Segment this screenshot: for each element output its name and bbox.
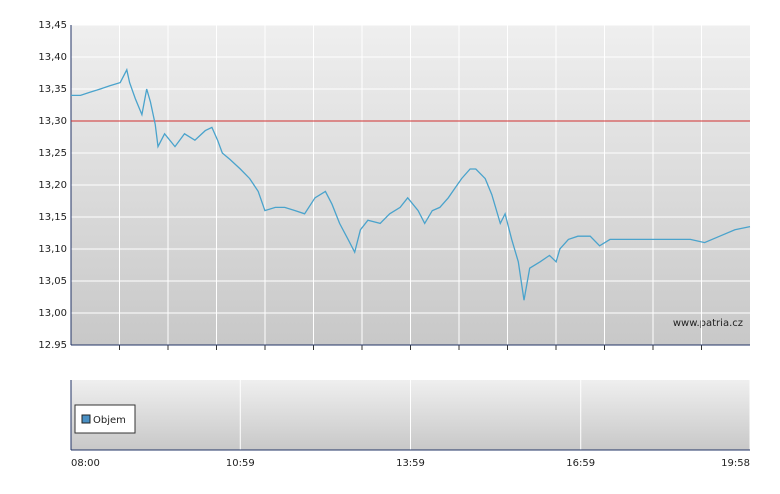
price-line: [71, 67, 751, 301]
legend-swatch: [81, 414, 91, 424]
y-tick-label: 13,35: [38, 84, 67, 95]
y-tick-label: 13,15: [38, 212, 67, 223]
watermark: www.patria.cz: [673, 318, 743, 329]
y-tick-label: 12.95: [38, 340, 67, 351]
y-tick-label: 13,30: [38, 116, 67, 127]
x-tick-label: 19:58: [721, 458, 750, 469]
legend-label: Objem: [93, 415, 126, 426]
y-tick-label: 13,40: [38, 52, 67, 63]
x-tick-label: 13:59: [396, 458, 425, 469]
y-tick-label: 13,00: [38, 308, 67, 319]
y-tick-label: 13,20: [38, 180, 67, 191]
x-tick-label: 16:59: [566, 458, 595, 469]
y-tick-label: 13,10: [38, 244, 67, 255]
y-tick-label: 13,05: [38, 276, 67, 287]
y-tick-label: 13,25: [38, 148, 67, 159]
x-tick-label: 10:59: [226, 458, 255, 469]
y-tick-label: 13,45: [38, 20, 67, 31]
x-tick-label: 08:00: [71, 458, 100, 469]
